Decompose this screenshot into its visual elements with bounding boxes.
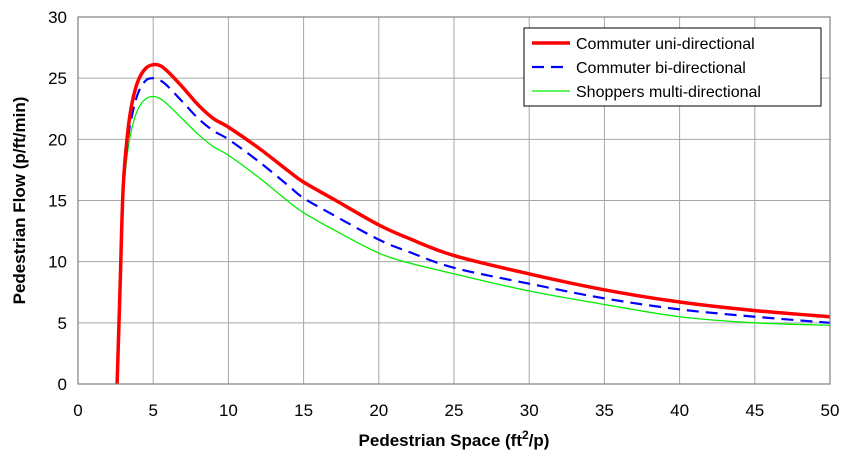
y-tick-label: 15 bbox=[48, 192, 67, 211]
x-tick-label: 10 bbox=[219, 401, 238, 420]
x-tick-label: 30 bbox=[520, 401, 539, 420]
y-tick-label: 25 bbox=[48, 69, 67, 88]
x-tick-label: 0 bbox=[73, 401, 82, 420]
x-tick-label: 50 bbox=[821, 401, 840, 420]
x-tick-label: 25 bbox=[445, 401, 464, 420]
x-tick-label: 35 bbox=[595, 401, 614, 420]
series-line-2 bbox=[116, 77, 831, 385]
legend-label-2: Commuter bi-directional bbox=[576, 60, 746, 77]
x-tick-label: 40 bbox=[670, 401, 689, 420]
plot-frame bbox=[77, 16, 831, 385]
series-line-3 bbox=[116, 95, 831, 385]
y-tick-label: 30 bbox=[48, 8, 67, 27]
x-axis-title: Pedestrian Space (ft2/p) bbox=[359, 428, 550, 450]
legend-items: Commuter uni-directional Commuter bi-dire… bbox=[532, 36, 761, 101]
series-line-1 bbox=[115, 62, 831, 385]
y-tick-label: 5 bbox=[58, 314, 67, 333]
series-lines bbox=[115, 62, 831, 385]
x-tick-label: 20 bbox=[369, 401, 388, 420]
x-tick-label: 5 bbox=[148, 401, 157, 420]
legend-label-1: Commuter uni-directional bbox=[576, 36, 755, 53]
y-tick-label: 20 bbox=[48, 130, 67, 149]
legend-label-3: Shoppers multi-directional bbox=[576, 84, 761, 101]
y-tick-labels: 0 5 10 15 20 25 30 bbox=[48, 8, 67, 394]
legend-box bbox=[523, 27, 822, 107]
legend: Commuter uni-directional Commuter bi-dire… bbox=[523, 27, 822, 107]
y-axis-title: Pedestrian Flow (p/ft/min) bbox=[10, 97, 29, 305]
x-tick-labels: 0 5 10 15 20 25 30 35 40 45 50 bbox=[73, 401, 839, 420]
x-tick-label: 15 bbox=[294, 401, 313, 420]
y-tick-label: 0 bbox=[58, 375, 67, 394]
x-tick-label: 45 bbox=[745, 401, 764, 420]
y-tick-label: 10 bbox=[48, 253, 67, 272]
